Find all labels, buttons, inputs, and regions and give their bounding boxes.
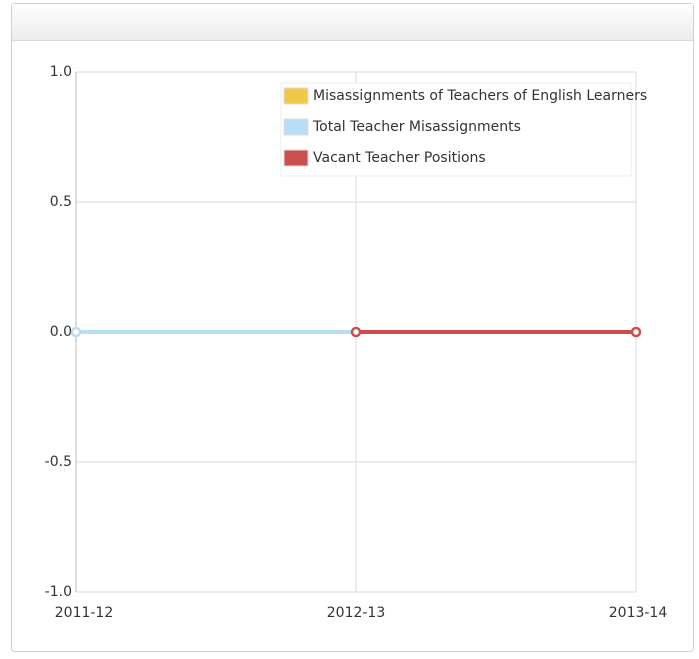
point (70, 326, 82, 338)
legend-swatch (283, 149, 309, 167)
point (630, 326, 642, 338)
legend-box (280, 82, 632, 177)
legend-swatch (283, 118, 309, 136)
point (350, 326, 362, 338)
x-tick-label: 2013-14 (609, 605, 668, 621)
legend-label: Misassignments of Teachers of English Le… (313, 88, 647, 104)
panel-header (12, 4, 693, 40)
legend-label: Vacant Teacher Positions (313, 150, 486, 166)
y-tick-label: 0.5 (50, 194, 72, 210)
y-tick-label: -0.5 (45, 454, 72, 470)
y-tick-label: 1.0 (50, 64, 72, 80)
y-tick-label: 0.0 (50, 324, 72, 340)
x-tick-label: 2011-12 (55, 605, 114, 621)
y-tick-label: -1.0 (45, 584, 72, 600)
legend-label: Total Teacher Misassignments (312, 119, 521, 135)
x-tick-label: 2012-13 (327, 605, 386, 621)
legend-swatch (283, 87, 309, 105)
